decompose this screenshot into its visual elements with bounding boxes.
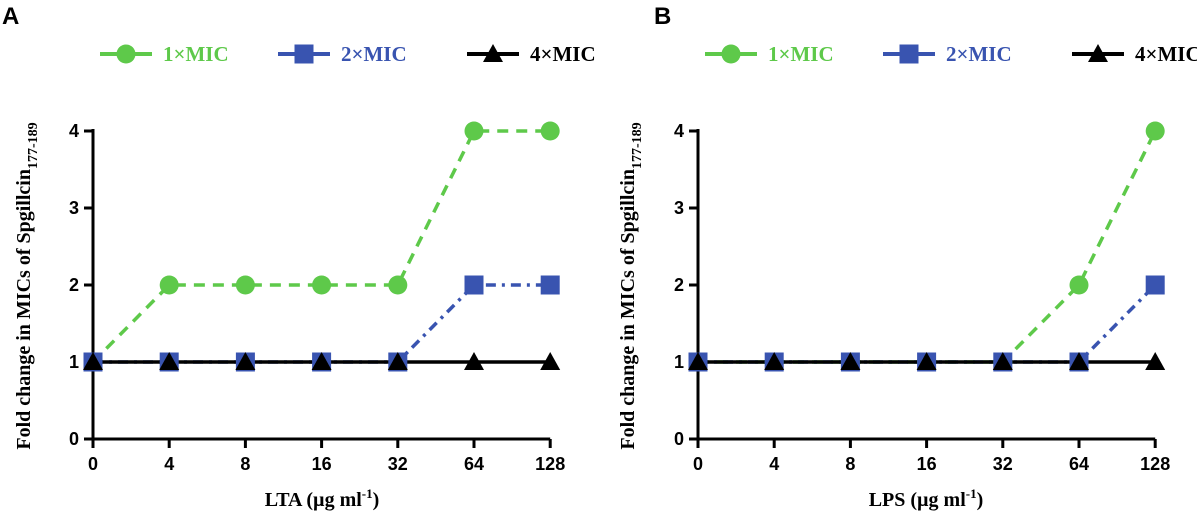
data-point-circle bbox=[464, 121, 484, 141]
x-axis-title: LPS (µg ml-1) bbox=[869, 486, 984, 511]
legend-label: 1×MIC bbox=[163, 42, 229, 66]
data-point-triangle bbox=[311, 352, 332, 370]
legend-marker bbox=[1088, 44, 1108, 62]
data-point-triangle bbox=[840, 352, 861, 370]
y-axis-title-sub: 177-189 bbox=[630, 122, 645, 169]
y-tick-label: 0 bbox=[674, 429, 684, 449]
y-tick-label: 1 bbox=[674, 352, 684, 372]
legend-item: 4×MIC bbox=[1072, 42, 1197, 66]
data-point-triangle bbox=[1069, 352, 1089, 370]
data-point-triangle bbox=[159, 352, 180, 370]
data-point-triangle bbox=[540, 352, 561, 370]
chart-panel-a: A 1×MIC 2×MIC 4×MIC 0 1 2 3 4 0 4 8 16 32 64 128 LTA (µg… bbox=[2, 3, 596, 511]
y-tick-label: 3 bbox=[674, 198, 684, 218]
x-tick-label: 8 bbox=[240, 454, 250, 474]
x-tick-label: 4 bbox=[164, 454, 174, 474]
x-tick-label: 0 bbox=[88, 454, 98, 474]
x-tick-label: 64 bbox=[464, 454, 484, 474]
data-point-circle bbox=[1069, 275, 1089, 295]
y-tick-label: 2 bbox=[674, 275, 684, 295]
x-tick-label: 128 bbox=[535, 454, 565, 474]
x-axis-title-main: LPS bbox=[869, 489, 906, 511]
legend-marker bbox=[116, 44, 136, 64]
y-axis-title-main: Fold change in MICs of Spgillcin bbox=[13, 169, 35, 450]
x-tick-label: 0 bbox=[693, 454, 703, 474]
legend-item: 1×MIC bbox=[705, 42, 834, 66]
legend-marker bbox=[899, 44, 919, 64]
legend-marker bbox=[483, 44, 503, 62]
x-axis-title-end: ) bbox=[977, 489, 984, 511]
data-point-triangle bbox=[992, 352, 1013, 370]
data-point-circle bbox=[159, 275, 179, 295]
legend-marker bbox=[721, 44, 741, 64]
data-point-triangle bbox=[83, 352, 103, 370]
data-point-circle bbox=[540, 121, 560, 141]
series-line-square bbox=[93, 283, 551, 364]
y-axis-title: Fold change in MICs of Spgillcin177-189 bbox=[617, 122, 645, 449]
data-point-square bbox=[1145, 275, 1165, 295]
x-axis-title-unit: (µg ml bbox=[905, 489, 966, 511]
data-point-triangle bbox=[764, 352, 785, 370]
legend-label: 4×MIC bbox=[530, 42, 596, 66]
data-point-triangle bbox=[464, 352, 484, 370]
legend-label: 4×MIC bbox=[1135, 42, 1197, 66]
legend-item: 2×MIC bbox=[883, 42, 1012, 66]
x-tick-label: 16 bbox=[917, 454, 937, 474]
panel-label: B bbox=[654, 3, 671, 30]
series-line-circle bbox=[91, 129, 551, 364]
data-point-triangle bbox=[916, 352, 937, 370]
x-tick-label: 32 bbox=[388, 454, 408, 474]
data-point-triangle bbox=[1145, 352, 1166, 370]
legend-marker bbox=[294, 44, 314, 64]
x-axis-title-sup: -1 bbox=[362, 486, 373, 501]
data-point-square bbox=[540, 275, 560, 295]
x-tick-label: 4 bbox=[769, 454, 779, 474]
x-axis-title-end: ) bbox=[373, 489, 380, 511]
y-tick-label: 4 bbox=[69, 121, 79, 141]
x-axis-title-sup: -1 bbox=[966, 486, 977, 501]
y-axis-title-main: Fold change in MICs of Spgillcin bbox=[617, 169, 639, 450]
data-point-circle bbox=[1145, 121, 1165, 141]
legend-item: 1×MIC bbox=[100, 42, 229, 66]
panel-label: A bbox=[2, 3, 19, 30]
x-axis-title: LTA (µg ml-1) bbox=[265, 486, 380, 511]
data-point-triangle bbox=[235, 352, 256, 370]
legend-label: 1×MIC bbox=[768, 42, 834, 66]
legend-label: 2×MIC bbox=[341, 42, 407, 66]
x-tick-label: 8 bbox=[845, 454, 855, 474]
legend-item: 2×MIC bbox=[278, 42, 407, 66]
x-axis-title-main: LTA bbox=[265, 489, 303, 511]
series-line-circle bbox=[698, 130, 1157, 364]
data-point-circle bbox=[388, 275, 408, 295]
y-axis-title-sub: 177-189 bbox=[26, 122, 41, 169]
x-tick-label: 64 bbox=[1069, 454, 1089, 474]
series-line-square bbox=[698, 283, 1157, 364]
data-point-circle bbox=[235, 275, 255, 295]
y-tick-label: 0 bbox=[69, 429, 79, 449]
y-tick-label: 3 bbox=[69, 198, 79, 218]
x-tick-label: 128 bbox=[1140, 454, 1170, 474]
legend-label: 2×MIC bbox=[946, 42, 1012, 66]
chart-panel-b: B 1×MIC 2×MIC 4×MIC 0 1 2 3 4 0 4 8 16 32 64 128 LPS (µg… bbox=[617, 3, 1197, 511]
legend-item: 4×MIC bbox=[467, 42, 596, 66]
x-axis-title-unit: (µg ml bbox=[301, 489, 362, 511]
data-point-square bbox=[464, 275, 484, 295]
y-tick-label: 1 bbox=[69, 352, 79, 372]
x-tick-label: 32 bbox=[993, 454, 1013, 474]
y-tick-label: 4 bbox=[674, 121, 684, 141]
data-point-circle bbox=[312, 275, 332, 295]
data-point-triangle bbox=[688, 352, 708, 370]
y-axis-title: Fold change in MICs of Spgillcin177-189 bbox=[13, 122, 41, 449]
x-tick-label: 16 bbox=[312, 454, 332, 474]
y-tick-label: 2 bbox=[69, 275, 79, 295]
data-point-triangle bbox=[387, 352, 408, 370]
